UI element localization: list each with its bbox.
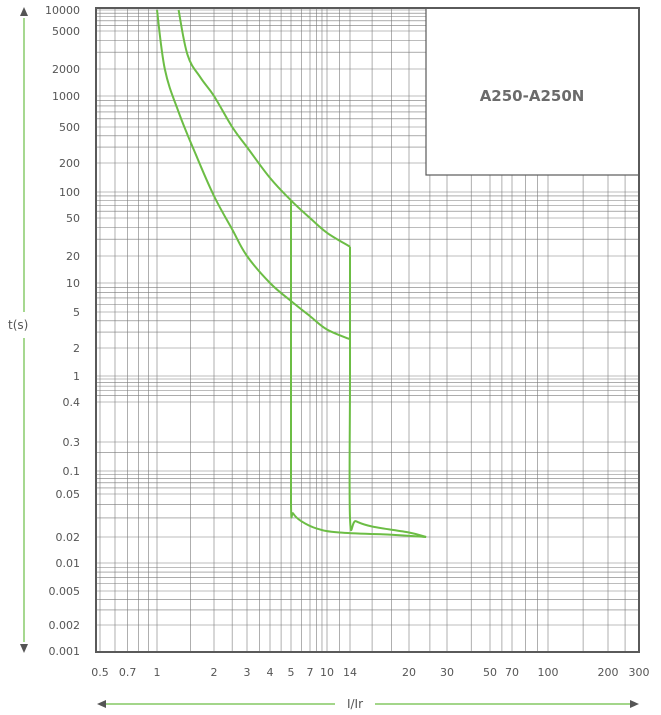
x-tick-label: 3 [244, 666, 251, 679]
y-tick-label: 0.05 [56, 488, 81, 501]
y-tick-label: 2 [73, 342, 80, 355]
y-tick-label: 2000 [52, 63, 80, 76]
y-tick-label: 0.1 [63, 465, 81, 478]
trip-curve-1 [156, 9, 351, 341]
x-tick-label: 300 [629, 666, 650, 679]
y-tick-label: 0.002 [49, 619, 81, 632]
x-tick-label: 5 [288, 666, 295, 679]
trip-curve-4 [348, 246, 427, 538]
y-tick-labels: 10000 5000 2000 1000 500 200 100 50 20 10 5 2 1 0.4 0.… [45, 4, 80, 658]
x-tick-label: 10 [320, 666, 334, 679]
x-tick-label: 50 [483, 666, 497, 679]
trip-curve-3 [289, 200, 427, 538]
y-tick-label: 500 [59, 121, 80, 134]
y-tick-label: 20 [66, 250, 80, 263]
x-tick-label: 30 [440, 666, 454, 679]
x-axis-title: I/Ir [347, 697, 363, 711]
y-axis-title: t(s) [8, 318, 28, 332]
x-tick-label: 0.7 [119, 666, 137, 679]
curves [156, 9, 427, 538]
grid [96, 8, 639, 652]
title-box [425, 7, 640, 176]
arrow-right-icon [630, 700, 639, 708]
y-tick-label: 10 [66, 277, 80, 290]
y-tick-label: 0.4 [63, 396, 81, 409]
trip-curve-2 [177, 9, 351, 248]
chart-title: A250-A250N [480, 87, 585, 105]
x-tick-label: 70 [505, 666, 519, 679]
y-tick-label: 50 [66, 212, 80, 225]
x-tick-labels: 0.5 0.7 1 2 3 4 5 7 10 14 20 30 50 70 100 200 300 [91, 666, 649, 679]
x-tick-label: 20 [402, 666, 416, 679]
y-tick-label: 0.3 [63, 436, 81, 449]
x-tick-label: 4 [267, 666, 274, 679]
y-tick-label: 5 [73, 306, 80, 319]
x-tick-label: 200 [598, 666, 619, 679]
y-tick-label: 10000 [45, 4, 80, 17]
x-tick-label: 100 [538, 666, 559, 679]
y-tick-label: 1 [73, 370, 80, 383]
x-tick-label: 2 [211, 666, 218, 679]
y-tick-label: 200 [59, 157, 80, 170]
x-tick-label: 7 [307, 666, 314, 679]
y-tick-label: 0.02 [56, 531, 81, 544]
y-tick-label: 5000 [52, 25, 80, 38]
y-tick-label: 0.005 [49, 585, 81, 598]
plot-frame [95, 7, 640, 653]
arrow-down-icon [20, 644, 28, 653]
y-tick-label: 0.001 [49, 645, 81, 658]
arrow-up-icon [20, 7, 28, 16]
arrow-left-icon [97, 700, 106, 708]
x-tick-label: 14 [343, 666, 357, 679]
x-tick-label: 0.5 [91, 666, 109, 679]
y-tick-label: 100 [59, 186, 80, 199]
y-tick-label: 1000 [52, 90, 80, 103]
x-tick-label: 1 [154, 666, 161, 679]
y-tick-label: 0.01 [56, 557, 81, 570]
